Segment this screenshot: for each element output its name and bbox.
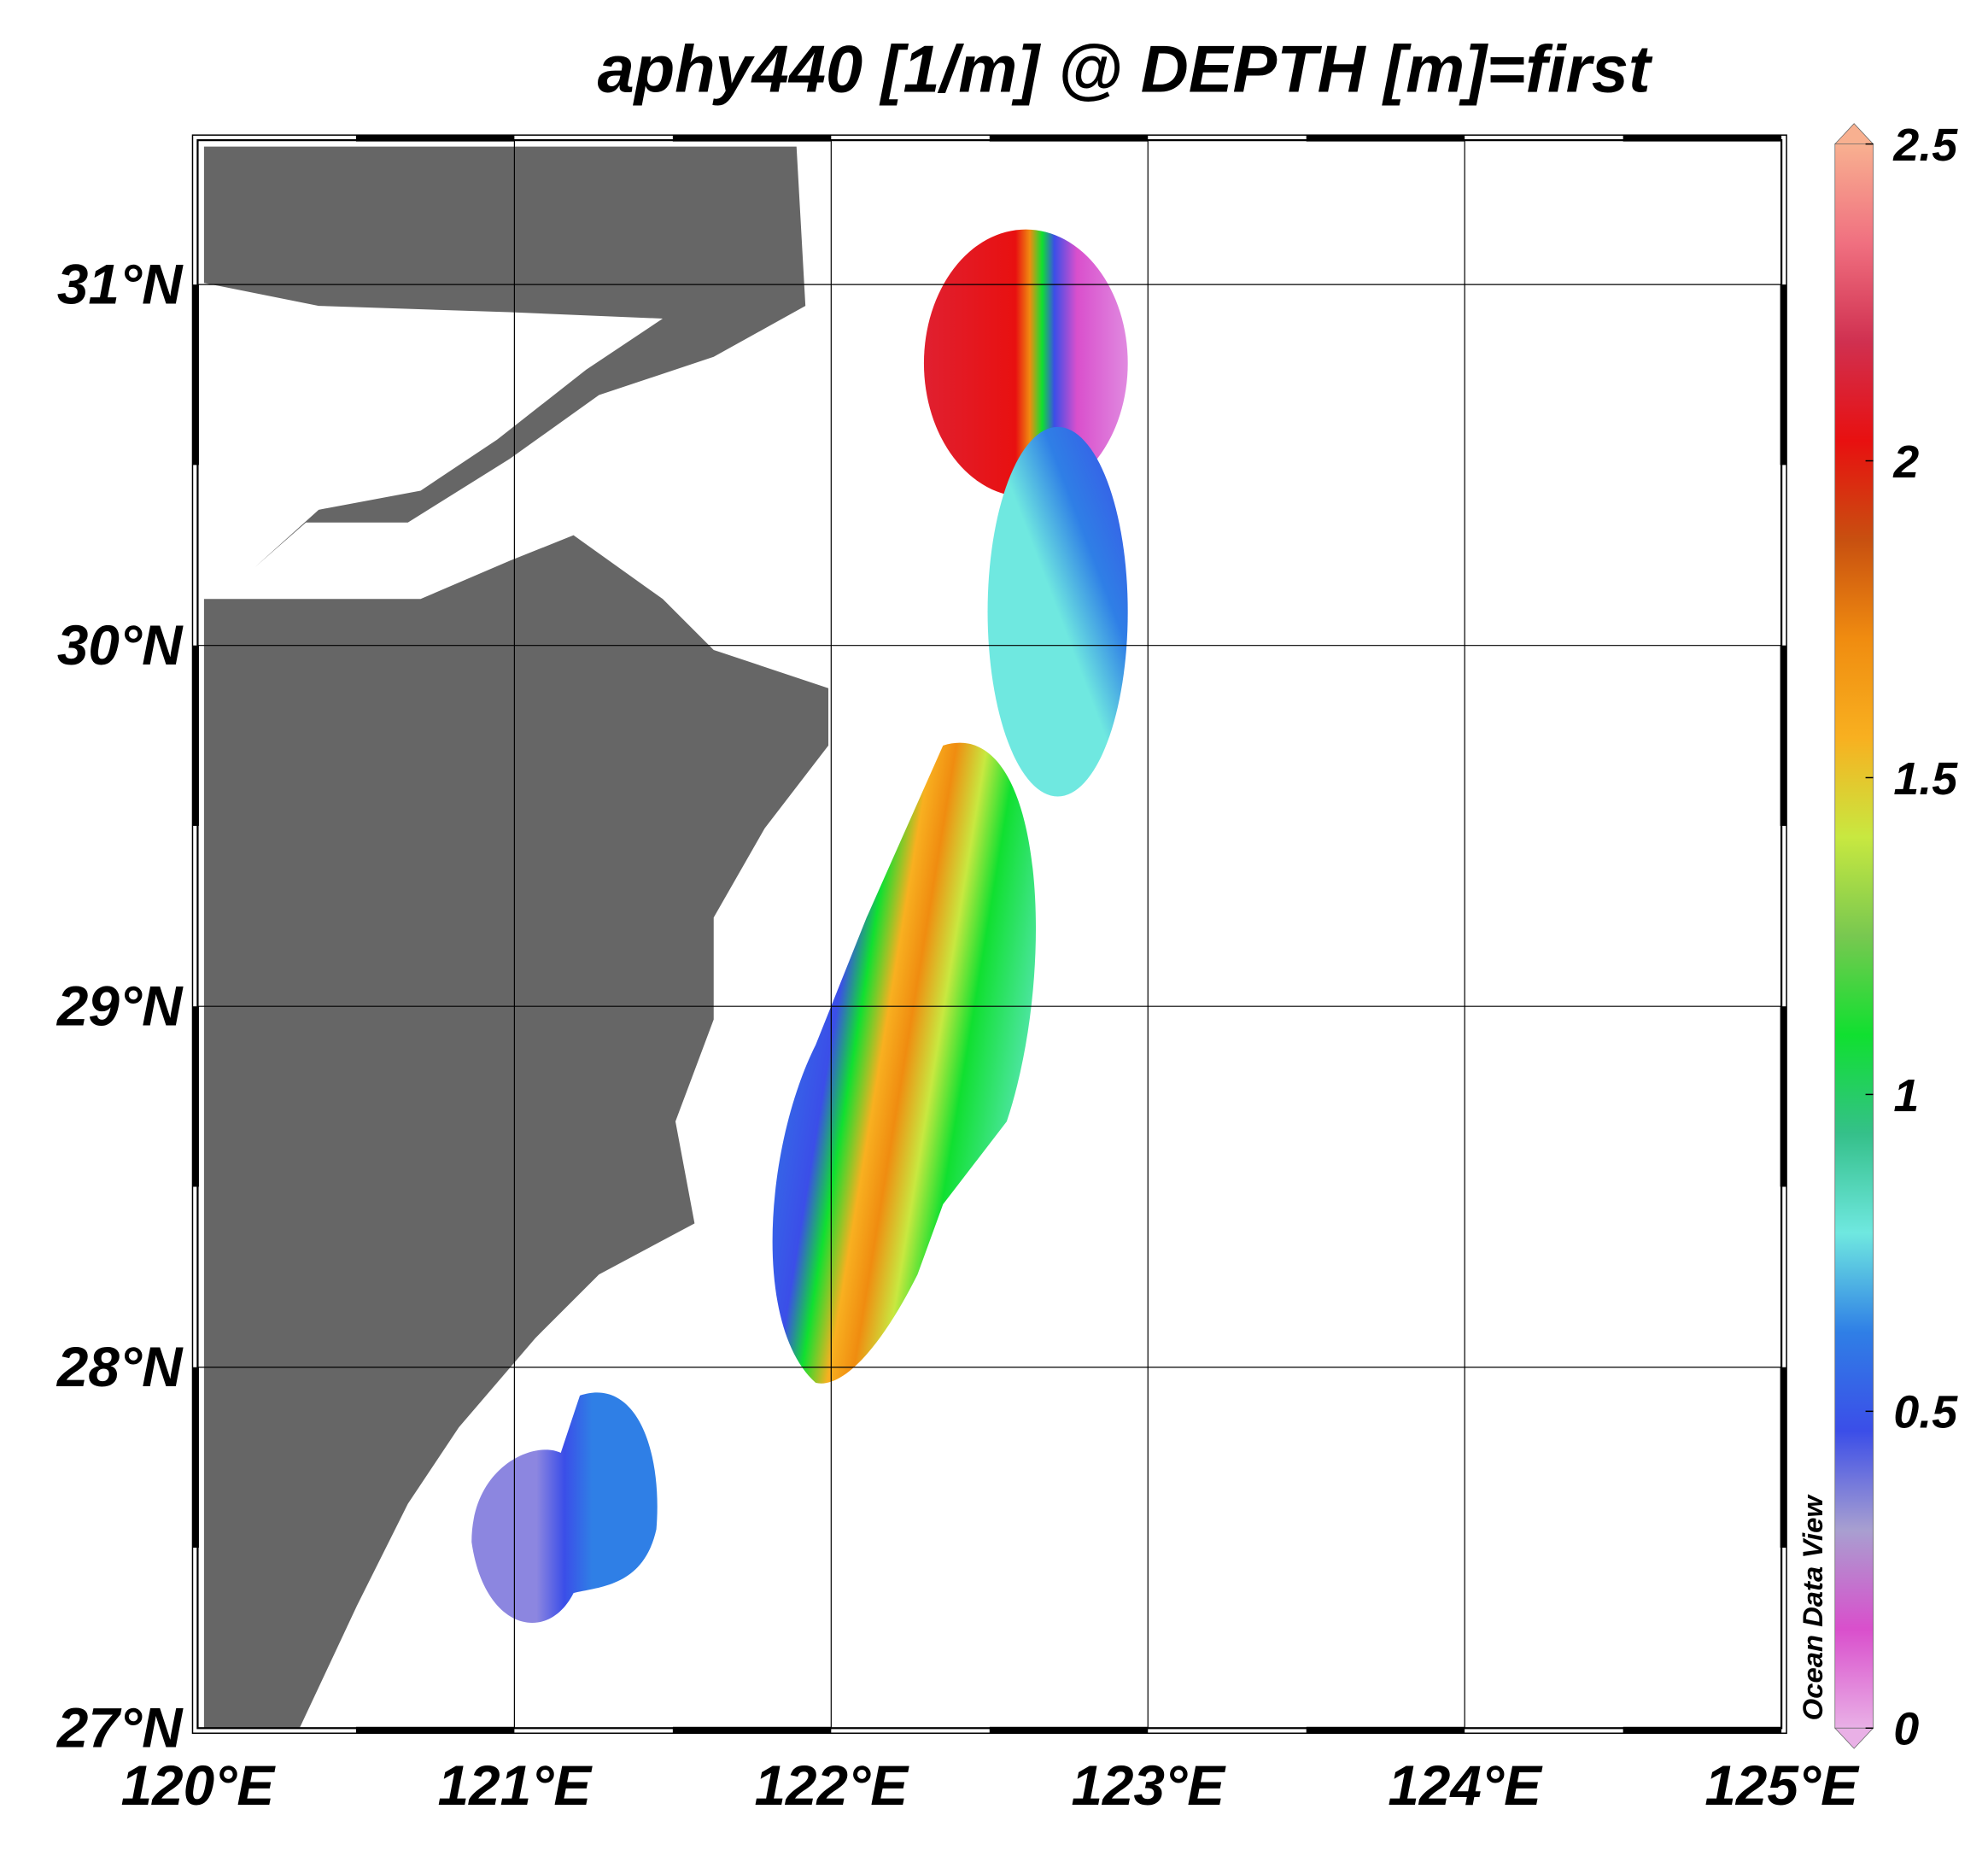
frame-bar (1306, 1726, 1465, 1734)
land (203, 146, 829, 1729)
y-tick-label: 31°N (57, 254, 184, 316)
colorbar-tick-label: 1 (1893, 1070, 1919, 1121)
frame-bar (672, 135, 832, 142)
frame-bar (1623, 1726, 1782, 1734)
colorbar (1834, 143, 1874, 1729)
y-tick-label: 28°N (56, 1336, 184, 1398)
frame-bar (192, 284, 199, 465)
x-tick-label: 120°E (121, 1754, 277, 1817)
x-tick-label: 122°E (755, 1754, 910, 1817)
map-title: aphy440 [1/m] @ DEPTH [m]=first (598, 32, 1653, 106)
frame-bar (1306, 135, 1465, 142)
x-tick-label: 121°E (438, 1754, 593, 1817)
colorbar-max-arrow (1833, 123, 1874, 144)
frame-bar (355, 1726, 515, 1734)
frame-bar (355, 135, 515, 142)
frame-bar (672, 1726, 832, 1734)
colorbar-tick-label: 1.5 (1893, 753, 1958, 805)
frame-bar (1780, 284, 1787, 465)
frame-bar (192, 1006, 199, 1187)
frame-bar (1780, 645, 1787, 826)
y-tick-label: 29°N (56, 975, 184, 1038)
x-tick-label: 124°E (1388, 1754, 1543, 1817)
frame-bar (989, 1726, 1149, 1734)
x-tick-label: 125°E (1704, 1754, 1860, 1817)
x-tick-label: 123°E (1071, 1754, 1226, 1817)
frame-bar (192, 645, 199, 826)
frame-bar (1780, 1006, 1787, 1187)
field-patches (471, 229, 1128, 1624)
colorbar-tick-label: 0 (1893, 1704, 1919, 1755)
frame-bar (989, 135, 1149, 142)
colorbar-tick-label: 2 (1892, 436, 1919, 488)
frame-bar (192, 1367, 199, 1549)
y-tick-label: 30°N (57, 614, 184, 676)
frame-bar (1623, 135, 1782, 142)
colorbar-tick-label: 0.5 (1893, 1387, 1958, 1438)
colorbar-tick-label: 2.5 (1892, 120, 1958, 171)
colorbar-min-arrow (1833, 1727, 1874, 1749)
frame-bar (1780, 1367, 1787, 1549)
y-tick-label: 27°N (56, 1697, 184, 1759)
watermark: Ocean Data View (1797, 1494, 1828, 1721)
